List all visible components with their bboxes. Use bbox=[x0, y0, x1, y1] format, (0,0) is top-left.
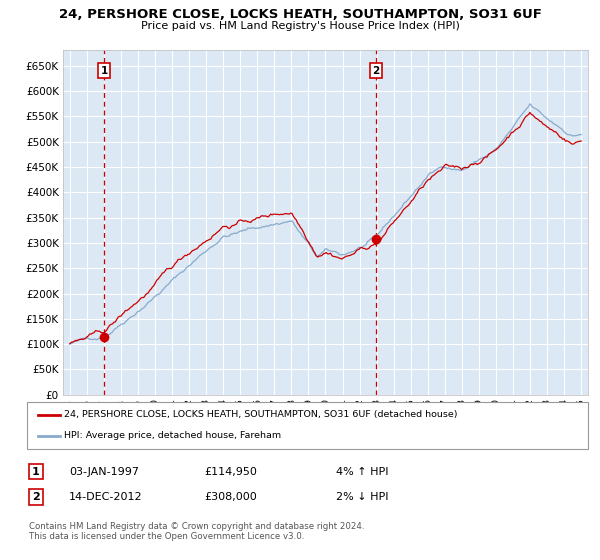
Text: 03-JAN-1997: 03-JAN-1997 bbox=[69, 466, 139, 477]
Text: £308,000: £308,000 bbox=[204, 492, 257, 502]
Text: 2% ↓ HPI: 2% ↓ HPI bbox=[336, 492, 389, 502]
Text: 2: 2 bbox=[373, 66, 380, 76]
Text: 1: 1 bbox=[32, 466, 40, 477]
Text: Price paid vs. HM Land Registry's House Price Index (HPI): Price paid vs. HM Land Registry's House … bbox=[140, 21, 460, 31]
Text: 24, PERSHORE CLOSE, LOCKS HEATH, SOUTHAMPTON, SO31 6UF: 24, PERSHORE CLOSE, LOCKS HEATH, SOUTHAM… bbox=[59, 8, 541, 21]
Text: 4% ↑ HPI: 4% ↑ HPI bbox=[336, 466, 389, 477]
Text: Contains HM Land Registry data © Crown copyright and database right 2024.
This d: Contains HM Land Registry data © Crown c… bbox=[29, 522, 364, 542]
Text: 24, PERSHORE CLOSE, LOCKS HEATH, SOUTHAMPTON, SO31 6UF (detached house): 24, PERSHORE CLOSE, LOCKS HEATH, SOUTHAM… bbox=[64, 410, 458, 419]
Text: £114,950: £114,950 bbox=[204, 466, 257, 477]
Text: HPI: Average price, detached house, Fareham: HPI: Average price, detached house, Fare… bbox=[64, 431, 281, 440]
Text: 14-DEC-2012: 14-DEC-2012 bbox=[69, 492, 143, 502]
Text: 1: 1 bbox=[100, 66, 108, 76]
Text: 2: 2 bbox=[32, 492, 40, 502]
